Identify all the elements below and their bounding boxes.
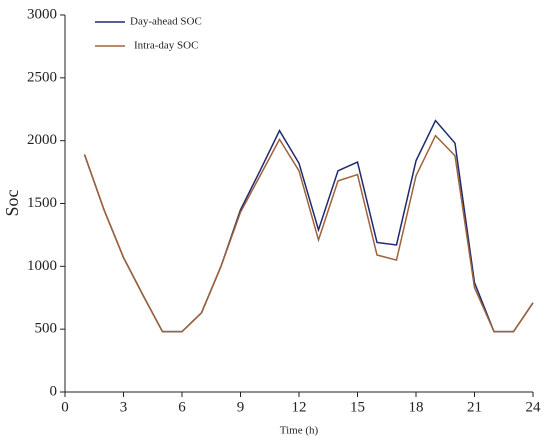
x-tick-label: 9 (237, 399, 245, 415)
x-tick-label: 12 (292, 399, 307, 415)
y-tick-label: 1500 (27, 195, 57, 211)
y-tick-label: 2000 (27, 132, 57, 148)
legend-label: Day-ahead SOC (130, 16, 202, 28)
x-tick-label: 18 (409, 399, 424, 415)
x-axis-label: Time (h) (280, 425, 319, 437)
x-tick-label: 21 (467, 399, 482, 415)
y-tick-label: 2500 (27, 69, 57, 85)
x-tick-label: 24 (526, 399, 542, 415)
y-tick-label: 500 (35, 321, 58, 337)
x-tick-label: 6 (178, 399, 186, 415)
y-tick-label: 0 (50, 383, 58, 399)
y-tick-label: 1000 (27, 258, 57, 274)
series-line (83, 134, 534, 333)
y-tick-label: 3000 (27, 6, 57, 22)
legend-label: Intra-day SOC (134, 40, 198, 52)
y-axis-label: Soc (2, 189, 22, 216)
x-tick-label: 3 (120, 399, 128, 415)
x-tick-label: 15 (350, 399, 365, 415)
x-tick-label: 0 (61, 399, 69, 415)
